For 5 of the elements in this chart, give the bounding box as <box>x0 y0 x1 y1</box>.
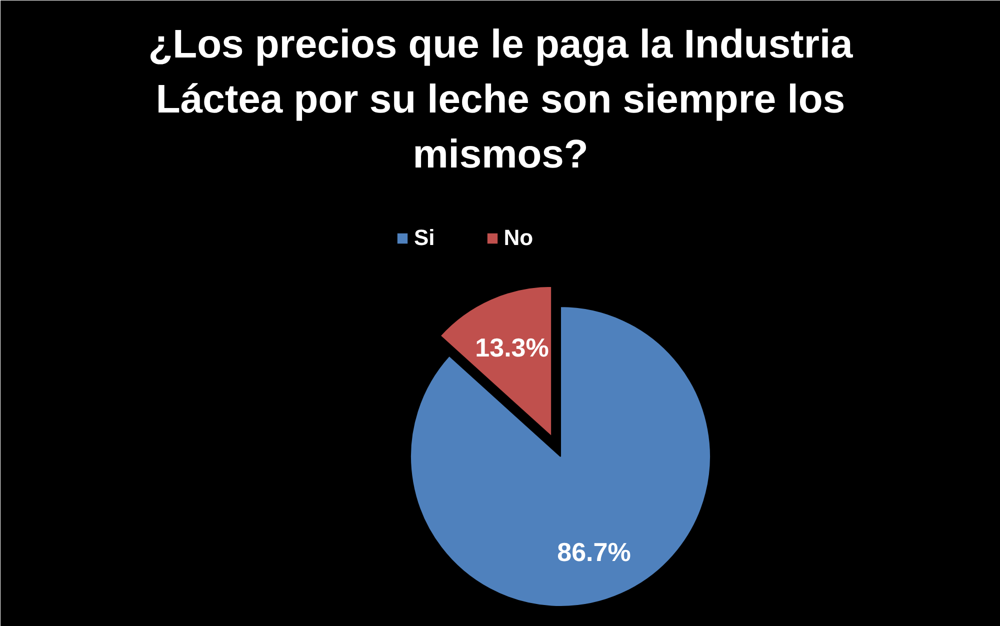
legend-label: No <box>504 225 534 251</box>
legend-label: Si <box>414 225 435 251</box>
data-label: 86.7% <box>557 536 631 567</box>
data-label: 13.3% <box>475 332 549 362</box>
chart-title: ¿Los precios que le paga la Industria Láctea por su leche son siempre los mismos? <box>148 22 854 176</box>
